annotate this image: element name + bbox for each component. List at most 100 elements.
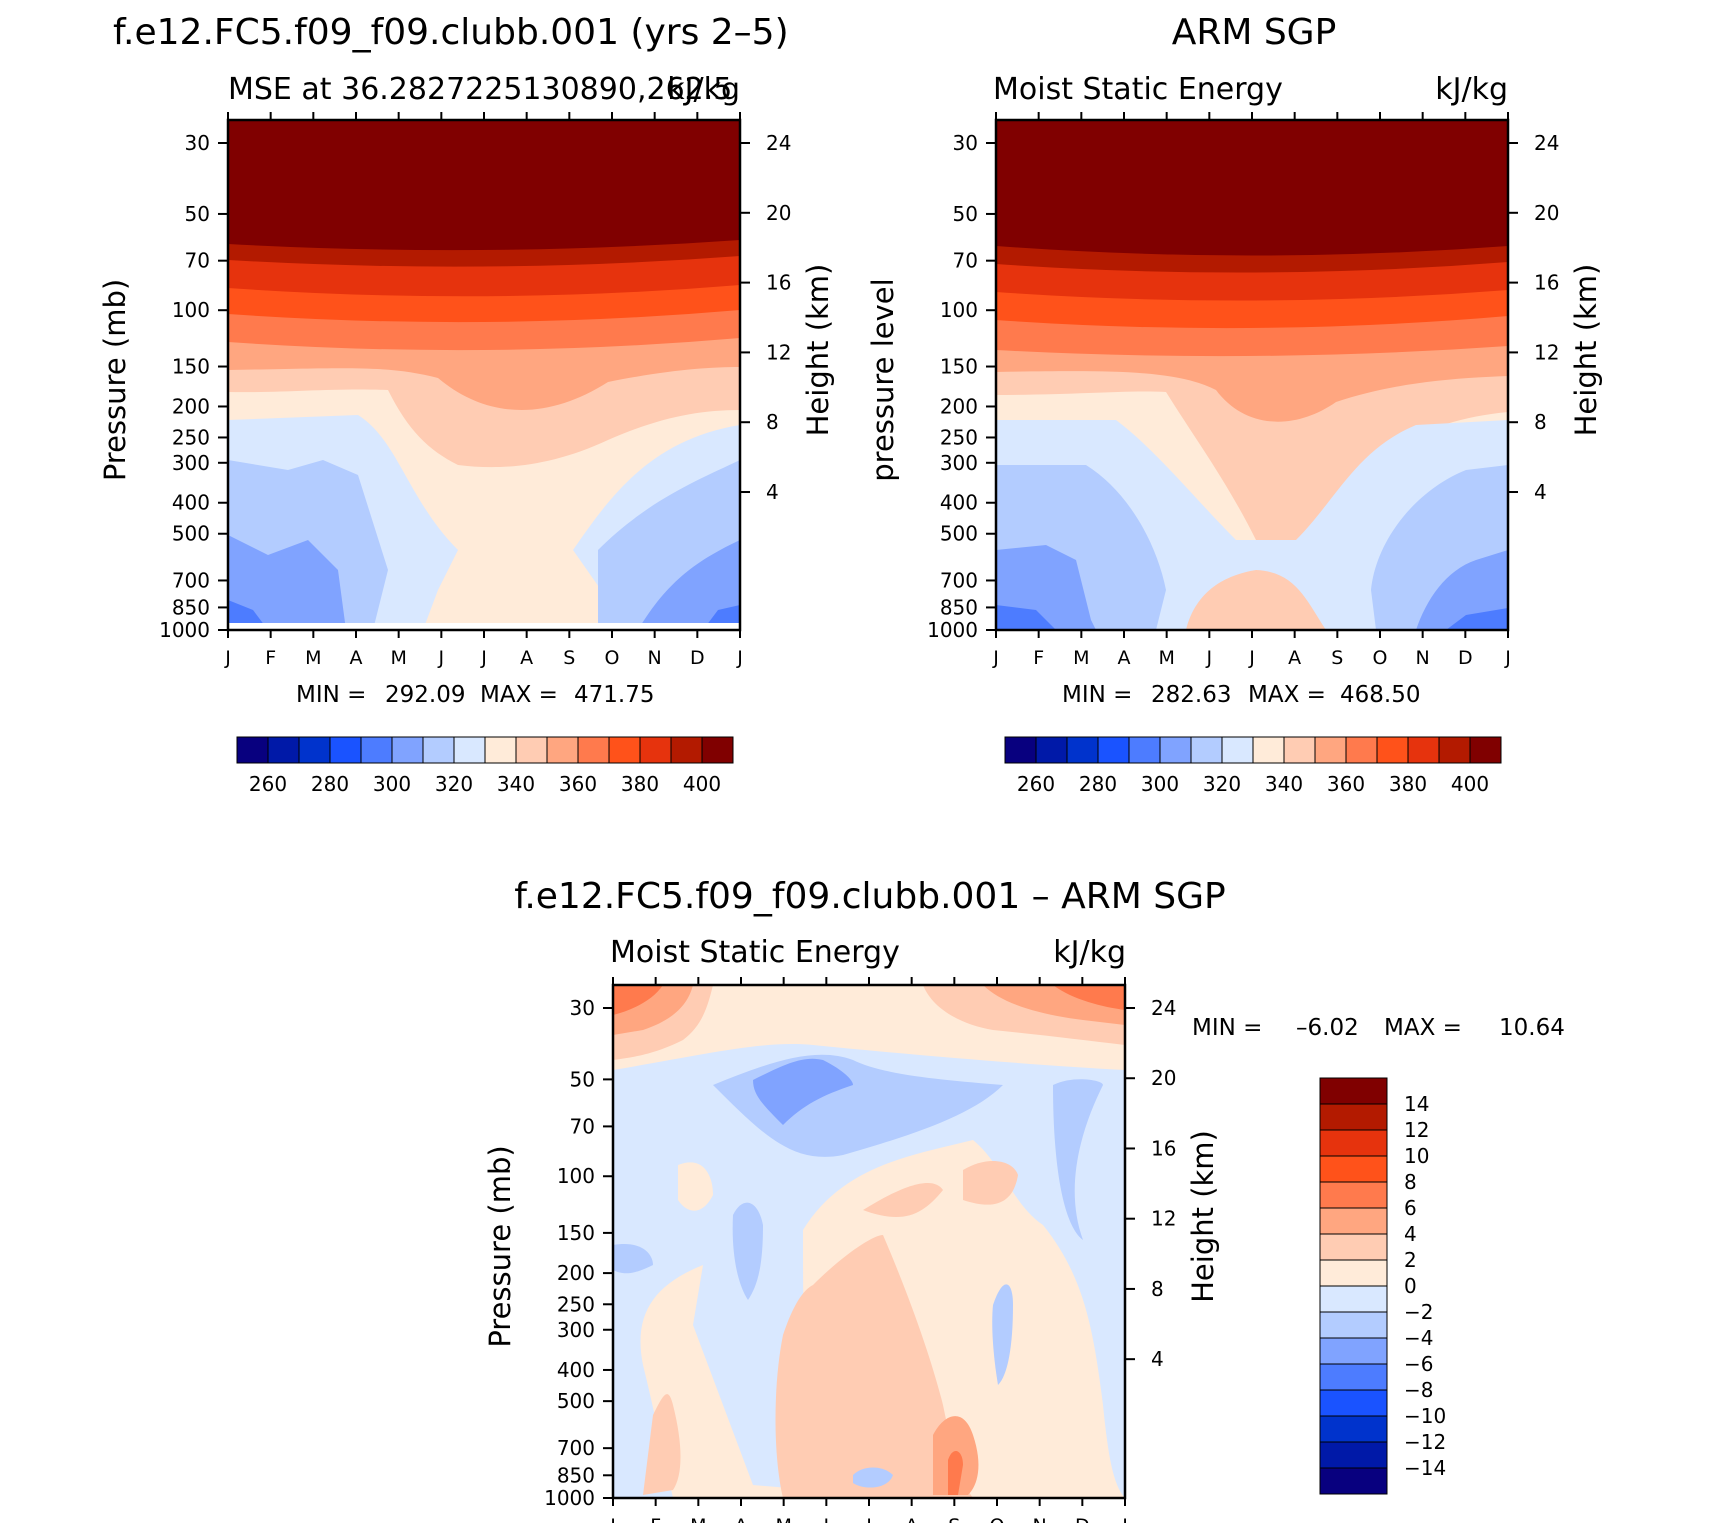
contour-fill	[228, 460, 740, 630]
colorbar-swatch	[670, 736, 703, 764]
panel-model-max-value: 471.75	[574, 682, 654, 708]
pressure-tick-label: 300	[940, 451, 978, 475]
panel-diff-contours	[613, 985, 1125, 1498]
x-tick-label: J	[865, 1515, 872, 1523]
colorbar-swatch	[1319, 1285, 1388, 1313]
colorbar-swatch	[1221, 736, 1254, 764]
colorbar-swatch	[1097, 736, 1130, 764]
x-tick-label: J	[438, 647, 445, 669]
colorbar-label: 12	[1404, 1118, 1429, 1142]
x-tick-label: J	[480, 647, 487, 669]
colorbar-swatch	[453, 736, 486, 764]
panel-diff-min-label: MIN =	[1192, 1015, 1262, 1041]
colorbar-label: 400	[683, 772, 721, 796]
colorbar-label: 280	[311, 772, 349, 796]
colorbar-swatch	[1345, 736, 1378, 764]
colorbar-label: 320	[1203, 772, 1241, 796]
x-tick-label: O	[605, 647, 620, 669]
colorbar-swatch	[1035, 736, 1068, 764]
colorbar-label: −12	[1404, 1430, 1446, 1454]
contour-fill	[863, 1182, 943, 1218]
contour-fill	[948, 1450, 963, 1495]
contour-fill	[753, 1058, 853, 1125]
y-axis-label-right: Height (km)	[1569, 264, 1603, 437]
x-tick-label: M	[1158, 647, 1174, 669]
colorbar-swatch	[1319, 1467, 1388, 1495]
contour-fill	[1186, 570, 1326, 630]
pressure-tick-label: 1000	[927, 618, 978, 642]
panel-obs-subtitle-left: Moist Static Energy	[993, 72, 1283, 107]
colorbar-swatch	[546, 736, 579, 764]
pressure-tick-label: 850	[172, 595, 210, 619]
height-tick-label: 8	[766, 410, 779, 434]
pressure-tick-label: 700	[940, 568, 978, 592]
colorbar-swatch	[1319, 1103, 1388, 1131]
height-tick-label: 4	[1534, 480, 1547, 504]
contour-fill	[613, 985, 1125, 1015]
contour-fill	[732, 1202, 763, 1300]
pressure-tick-label: 1000	[544, 1486, 595, 1510]
colorbar-label: 4	[1404, 1222, 1417, 1246]
contour-fill	[643, 1394, 681, 1495]
x-tick-label: J	[609, 1515, 616, 1523]
colorbar-label: 8	[1404, 1170, 1417, 1194]
pressure-tick-label: 100	[172, 298, 210, 322]
panel-obs-min-label: MIN =	[1062, 682, 1132, 708]
height-tick-label: 20	[1534, 201, 1559, 225]
pressure-tick-label: 70	[570, 1114, 595, 1138]
panel-obs-subtitle-right: kJ/kg	[1435, 72, 1508, 107]
colorbar-swatch	[1319, 1155, 1388, 1183]
colorbar-swatch	[1469, 736, 1502, 764]
height-tick-label: 4	[1151, 1347, 1164, 1371]
x-tick-label: J	[1121, 1515, 1128, 1523]
panel-diff-min-value: –6.02	[1296, 1015, 1359, 1041]
x-tick-label: J	[823, 1515, 830, 1523]
x-tick-label: J	[1248, 647, 1255, 669]
x-tick-label: F	[265, 647, 276, 669]
panel-model-subtitle-right: kJ/kg	[667, 72, 740, 107]
pressure-tick-label: 30	[185, 131, 210, 155]
x-tick-label: D	[1458, 647, 1473, 669]
x-tick-label: N	[1416, 647, 1430, 669]
colorbar-swatch	[1319, 1077, 1388, 1105]
pressure-tick-label: 150	[172, 355, 210, 379]
pressure-tick-label: 1000	[159, 618, 210, 642]
colorbar-label: 360	[559, 772, 597, 796]
colorbar-label: 260	[249, 772, 287, 796]
panel-obs-max-value: 468.50	[1340, 682, 1420, 708]
colorbar-swatch	[1128, 736, 1161, 764]
colorbar-label: 340	[497, 772, 535, 796]
panel-model-colorbar: 260 280 300 320 340 360 380 400	[236, 736, 734, 796]
colorbar-label: −8	[1404, 1378, 1433, 1402]
panel-diff: f.e12.FC5.f09_f09.clubb.001 – ARM SGP Mo…	[483, 876, 1565, 1523]
height-tick-label: 24	[1151, 996, 1176, 1020]
colorbar-label: −4	[1404, 1326, 1433, 1350]
colorbar-label: 14	[1404, 1092, 1429, 1116]
x-tick-label: F	[650, 1515, 661, 1523]
panel-model-title: f.e12.FC5.f09_f09.clubb.001 (yrs 2–5)	[113, 12, 789, 53]
colorbar-swatch	[639, 736, 672, 764]
colorbar-swatch	[1319, 1259, 1388, 1287]
colorbar-label: 300	[1141, 772, 1179, 796]
pressure-tick-label: 250	[940, 425, 978, 449]
colorbar-swatch	[1319, 1389, 1388, 1417]
height-tick-label: 12	[766, 340, 791, 364]
x-tick-label: J	[736, 647, 743, 669]
panel-obs-title: ARM SGP	[1172, 12, 1337, 53]
panel-model-min-value: 292.09	[385, 682, 465, 708]
colorbar-swatch	[515, 736, 548, 764]
y-axis-label: Pressure (mb)	[483, 1145, 517, 1347]
contour-fill	[228, 535, 740, 630]
pressure-tick-label: 500	[557, 1389, 595, 1413]
pressure-tick-label: 150	[940, 355, 978, 379]
contour-fill	[853, 1467, 893, 1488]
x-tick-label: D	[1075, 1515, 1090, 1523]
height-tick-label: 16	[1534, 271, 1559, 295]
contour-fill	[228, 623, 740, 630]
x-tick-label: A	[1118, 647, 1131, 669]
x-tick-label: A	[520, 647, 533, 669]
pressure-tick-label: 400	[172, 491, 210, 515]
panel-model-min-label: MIN =	[296, 682, 366, 708]
pressure-tick-label: 100	[557, 1164, 595, 1188]
